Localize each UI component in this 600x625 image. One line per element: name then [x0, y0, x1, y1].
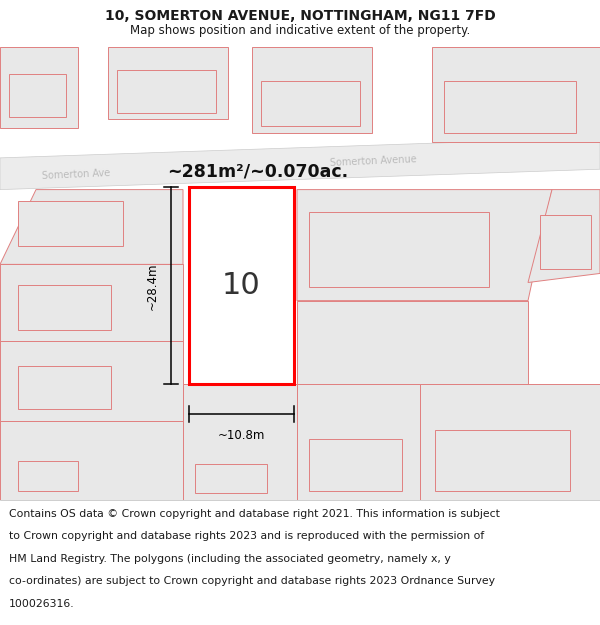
Text: ~28.4m: ~28.4m	[145, 262, 158, 309]
Polygon shape	[0, 421, 183, 500]
Polygon shape	[297, 384, 420, 500]
Bar	[18, 366, 111, 409]
Polygon shape	[0, 47, 78, 129]
Bar	[9, 74, 66, 117]
Text: Map shows position and indicative extent of the property.: Map shows position and indicative extent…	[130, 24, 470, 36]
Polygon shape	[183, 384, 297, 500]
Polygon shape	[0, 138, 600, 189]
Text: 10, SOMERTON AVENUE, NOTTINGHAM, NG11 7FD: 10, SOMERTON AVENUE, NOTTINGHAM, NG11 7F…	[104, 9, 496, 23]
Bar	[444, 81, 576, 133]
Polygon shape	[297, 189, 552, 301]
Polygon shape	[432, 47, 600, 142]
Bar	[195, 464, 267, 493]
Bar	[309, 213, 489, 287]
Text: Somerton Ave: Somerton Ave	[42, 168, 111, 181]
Bar	[309, 439, 402, 491]
Bar	[540, 214, 591, 269]
Polygon shape	[528, 189, 600, 282]
Polygon shape	[420, 384, 600, 500]
Polygon shape	[108, 47, 228, 119]
Bar	[117, 69, 216, 112]
Bar	[189, 188, 294, 384]
Text: to Crown copyright and database rights 2023 and is reproduced with the permissio: to Crown copyright and database rights 2…	[9, 531, 484, 541]
Bar	[18, 201, 123, 246]
Text: 10: 10	[222, 271, 261, 301]
Bar	[261, 81, 360, 126]
Text: co-ordinates) are subject to Crown copyright and database rights 2023 Ordnance S: co-ordinates) are subject to Crown copyr…	[9, 576, 495, 586]
Polygon shape	[252, 47, 372, 133]
Text: Somerton Avenue: Somerton Avenue	[330, 154, 417, 168]
Text: ~10.8m: ~10.8m	[218, 429, 265, 442]
Bar	[18, 461, 78, 491]
Text: ~281m²/~0.070ac.: ~281m²/~0.070ac.	[167, 162, 349, 180]
Bar	[18, 285, 111, 330]
Polygon shape	[0, 189, 183, 264]
Bar	[435, 430, 570, 491]
Text: Contains OS data © Crown copyright and database right 2021. This information is : Contains OS data © Crown copyright and d…	[9, 509, 500, 519]
Polygon shape	[297, 301, 528, 384]
Text: 100026316.: 100026316.	[9, 599, 74, 609]
Polygon shape	[0, 264, 183, 341]
Text: HM Land Registry. The polygons (including the associated geometry, namely x, y: HM Land Registry. The polygons (includin…	[9, 554, 451, 564]
Polygon shape	[0, 341, 183, 421]
